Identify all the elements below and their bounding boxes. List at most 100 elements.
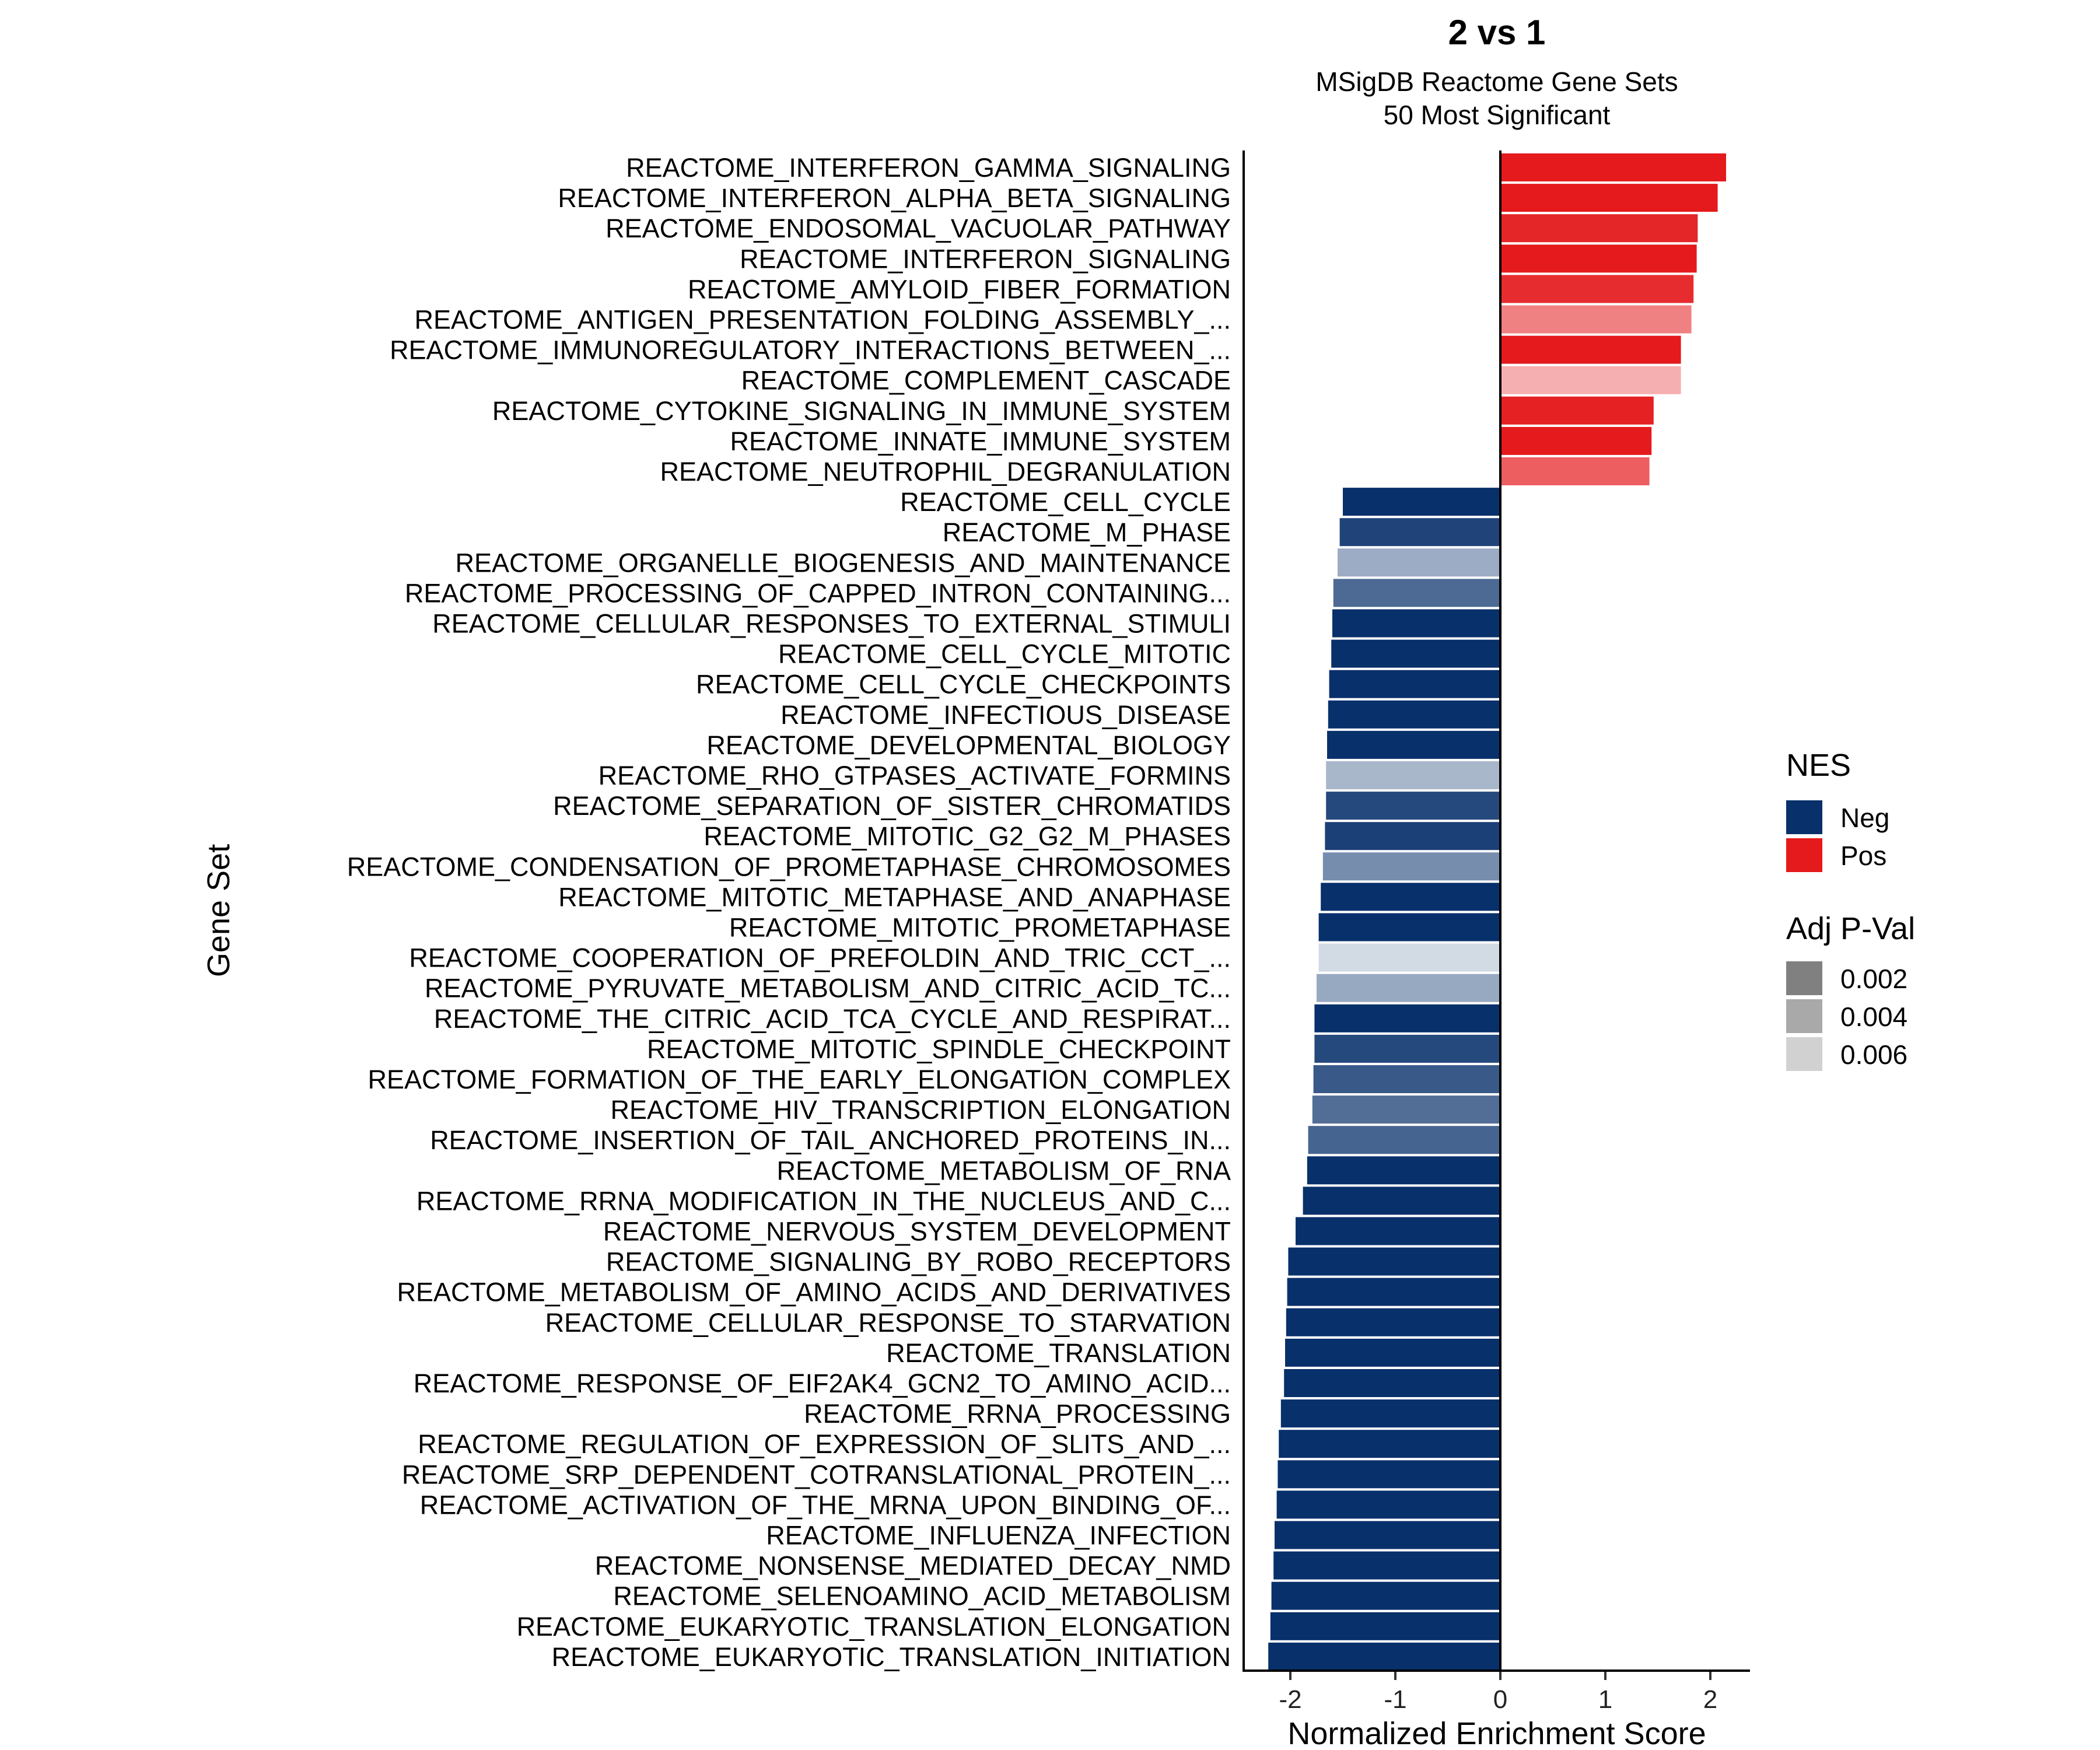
category-label-12: REACTOME_CELL_CYCLE [900,487,1231,517]
category-label-43: REACTOME_REGULATION_OF_EXPRESSION_OF_SLI… [418,1429,1231,1459]
bar-31 [1313,1065,1500,1093]
bar-7 [1500,335,1681,364]
category-label-6: REACTOME_ANTIGEN_PRESENTATION_FOLDING_AS… [414,305,1231,335]
bar-18 [1329,670,1500,698]
category-label-47: REACTOME_NONSENSE_MEDIATED_DECAY_NMD [595,1551,1231,1581]
bar-26 [1318,913,1500,942]
bar-6 [1500,305,1692,334]
bar-23 [1325,822,1500,850]
category-label-3: REACTOME_ENDOSOMAL_VACUOLAR_PATHWAY [606,214,1231,243]
category-label-group: REACTOME_INTERFERON_GAMMA_SIGNALINGREACT… [347,153,1231,1672]
category-label-46: REACTOME_INFLUENZA_INFECTION [766,1521,1231,1550]
category-label-41: REACTOME_RESPONSE_OF_EIF2AK4_GCN2_TO_AMI… [414,1368,1231,1398]
category-label-33: REACTOME_INSERTION_OF_TAIL_ANCHORED_PROT… [430,1125,1231,1155]
bar-24 [1322,852,1500,881]
legend-swatch-padj-3 [1786,1037,1822,1071]
bar-48 [1271,1581,1500,1610]
bar-17 [1331,639,1500,668]
bar-21 [1326,761,1500,789]
bar-42 [1280,1399,1500,1428]
category-label-18: REACTOME_CELL_CYCLE_CHECKPOINTS [696,670,1231,699]
category-label-27: REACTOME_COOPERATION_OF_PREFOLDIN_AND_TR… [409,943,1231,973]
category-label-4: REACTOME_INTERFERON_SIGNALING [740,244,1231,274]
bar-2 [1500,184,1718,212]
bar-group [1268,153,1726,1671]
category-label-30: REACTOME_MITOTIC_SPINDLE_CHECKPOINT [647,1034,1231,1064]
chart-subtitle-line-1: MSigDB Reactome Gene Sets [1315,66,1678,97]
category-label-34: REACTOME_METABOLISM_OF_RNA [777,1156,1231,1185]
bar-49 [1270,1612,1500,1640]
category-label-5: REACTOME_AMYLOID_FIBER_FORMATION [688,274,1231,304]
bar-50 [1268,1642,1500,1671]
bar-30 [1314,1034,1500,1063]
category-label-42: REACTOME_RRNA_PROCESSING [804,1399,1231,1429]
bar-4 [1500,244,1697,273]
bar-1 [1500,153,1726,181]
category-label-1: REACTOME_INTERFERON_GAMMA_SIGNALING [626,153,1231,183]
bar-10 [1500,426,1652,455]
bar-20 [1327,730,1500,759]
y-axis-title: Gene Set [201,844,236,977]
bar-3 [1500,214,1698,243]
category-label-38: REACTOME_METABOLISM_OF_AMINO_ACIDS_AND_D… [397,1278,1231,1307]
bar-47 [1273,1551,1500,1580]
bar-22 [1326,792,1500,820]
category-label-17: REACTOME_CELL_CYCLE_MITOTIC [778,639,1231,669]
bar-27 [1318,943,1500,972]
bar-13 [1339,518,1500,547]
category-label-14: REACTOME_ORGANELLE_BIOGENESIS_AND_MAINTE… [455,548,1231,578]
category-label-21: REACTOME_RHO_GTPASES_ACTIVATE_FORMINS [598,761,1231,790]
x-axis-title: Normalized Enrichment Score [1287,1716,1706,1750]
legend-swatch-padj-2 [1786,999,1822,1033]
bar-39 [1286,1308,1500,1336]
category-label-11: REACTOME_NEUTROPHIL_DEGRANULATION [660,457,1231,487]
category-label-9: REACTOME_CYTOKINE_SIGNALING_IN_IMMUNE_SY… [492,396,1231,426]
bar-37 [1288,1247,1500,1276]
category-label-2: REACTOME_INTERFERON_ALPHA_BETA_SIGNALING [558,183,1231,213]
category-label-35: REACTOME_RRNA_MODIFICATION_IN_THE_NUCLEU… [416,1186,1231,1216]
category-label-7: REACTOME_IMMUNOREGULATORY_INTERACTIONS_B… [390,335,1231,365]
legend-label-padj-1: 0.002 [1840,964,1908,994]
bar-15 [1333,579,1500,607]
chart-title: 2 vs 1 [1448,13,1546,52]
legend-label-neg: Neg [1840,803,1889,833]
category-label-24: REACTOME_CONDENSATION_OF_PROMETAPHASE_CH… [347,852,1231,881]
category-label-48: REACTOME_SELENOAMINO_ACID_METABOLISM [613,1581,1231,1611]
bar-25 [1321,883,1500,911]
category-label-29: REACTOME_THE_CITRIC_ACID_TCA_CYCLE_AND_R… [434,1004,1231,1034]
bar-9 [1500,396,1654,425]
category-label-10: REACTOME_INNATE_IMMUNE_SYSTEM [730,426,1231,456]
bar-34 [1307,1156,1500,1185]
legend-swatch-neg [1786,800,1822,834]
bar-29 [1314,1004,1500,1032]
bar-28 [1317,974,1500,1002]
legend-swatch-pos [1786,838,1822,872]
legend-label-pos: Pos [1840,841,1887,871]
bar-16 [1332,609,1500,638]
bar-36 [1296,1217,1500,1245]
category-label-23: REACTOME_MITOTIC_G2_G2_M_PHASES [704,821,1231,851]
bar-41 [1284,1369,1500,1397]
legend-label-padj-2: 0.004 [1840,1002,1908,1032]
bar-33 [1308,1126,1500,1154]
bar-40 [1285,1338,1500,1367]
category-label-25: REACTOME_MITOTIC_METAPHASE_AND_ANAPHASE [558,882,1231,912]
category-label-36: REACTOME_NERVOUS_SYSTEM_DEVELOPMENT [603,1217,1231,1247]
legend-swatch-padj-1 [1786,961,1822,995]
x-tick-label-5: 2 [1703,1685,1717,1714]
bar-38 [1287,1278,1500,1306]
bar-45 [1276,1490,1500,1519]
x-tick-label-1: -2 [1279,1685,1301,1714]
category-label-49: REACTOME_EUKARYOTIC_TRANSLATION_ELONGATI… [517,1612,1231,1642]
bar-46 [1275,1521,1500,1549]
chart-subtitle-line-2: 50 Most Significant [1384,100,1611,130]
bar-5 [1500,275,1694,303]
category-label-37: REACTOME_SIGNALING_BY_ROBO_RECEPTORS [606,1247,1231,1277]
x-tick-label-2: -1 [1384,1685,1406,1714]
category-label-26: REACTOME_MITOTIC_PROMETAPHASE [729,913,1231,943]
bar-43 [1279,1430,1500,1458]
legend-padj-title: Adj P-Val [1786,911,1915,946]
category-label-15: REACTOME_PROCESSING_OF_CAPPED_INTRON_CON… [405,578,1231,608]
category-label-16: REACTOME_CELLULAR_RESPONSES_TO_EXTERNAL_… [432,609,1231,639]
